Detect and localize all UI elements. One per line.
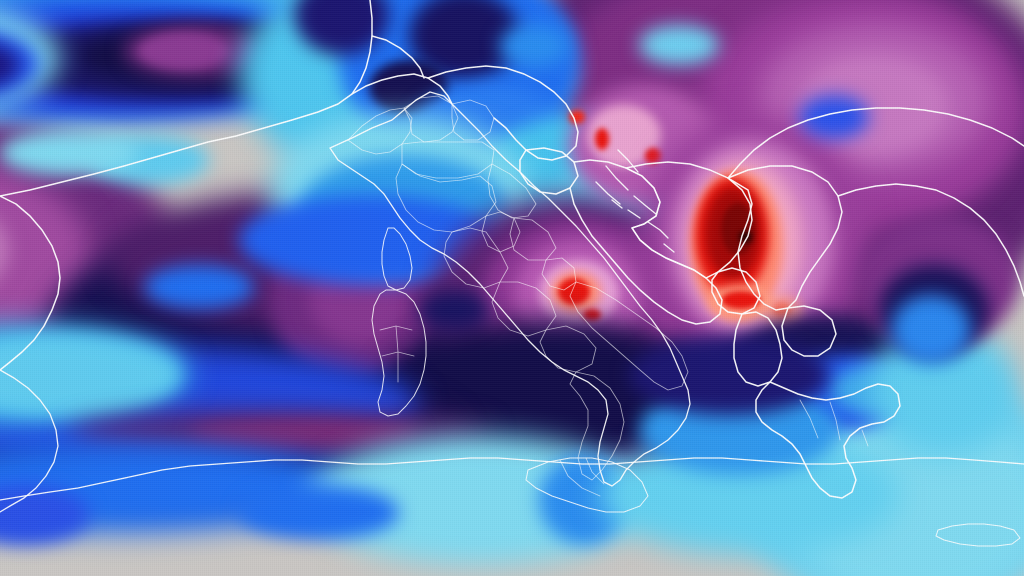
border-greece-regions — [800, 400, 868, 446]
border-north-africa-coast — [0, 458, 1024, 500]
border-region-marche — [488, 164, 536, 218]
border-greece — [756, 382, 900, 498]
border-crete — [936, 524, 1020, 546]
precip-patch-h — [238, 485, 399, 541]
border-region-basilicata — [540, 326, 596, 372]
precip-hotspot-campania-red — [557, 278, 590, 306]
border-region-calabria — [570, 372, 624, 480]
border-region-puglia — [570, 282, 688, 390]
border-romania-edge — [838, 184, 1024, 296]
precip-hotspot-dalmatia-red-c — [644, 148, 661, 165]
border-corsica-coast — [382, 228, 412, 290]
precip-patch-c — [143, 265, 254, 310]
border-region-lombardia — [404, 96, 458, 142]
border-region-veneto — [452, 100, 494, 140]
precip-band-catalonia-bright — [0, 190, 9, 311]
border-north-macedonia — [782, 306, 836, 356]
precip-patch-f — [638, 25, 719, 66]
border-region-emilia — [402, 142, 494, 178]
border-croatia — [570, 160, 722, 324]
precip-hotspot-dalmatia-red-a — [568, 110, 585, 125]
border-spain — [0, 196, 60, 370]
precip-patch-e — [798, 95, 869, 140]
border-sicily-regions — [560, 458, 604, 496]
border-dalmatian-islands — [596, 150, 674, 252]
precip-hotspot-dalmatia-red-b — [594, 128, 609, 151]
precip-band-turkey-blue — [890, 295, 971, 366]
border-austria — [428, 66, 578, 160]
border-region-toscana — [396, 164, 496, 232]
precip-band-south-purple-streak2 — [188, 420, 419, 447]
border-albania — [734, 312, 782, 386]
border-region-umbria — [482, 212, 520, 252]
border-region-molise — [542, 258, 576, 290]
border-hungary — [728, 108, 1024, 178]
border-spain-coast — [0, 370, 58, 512]
border-slovenia — [520, 148, 578, 194]
border-france — [0, 0, 372, 196]
border-region-lazio — [444, 228, 508, 288]
border-sardinia-regions — [380, 326, 414, 382]
border-switzerland — [352, 36, 452, 104]
precip-patch-g — [498, 25, 569, 68]
precip-band-north-violetcore2 — [138, 33, 229, 70]
border-sardinia-coast — [372, 290, 426, 416]
border-serbia — [728, 166, 842, 310]
precip-patch-d — [418, 290, 489, 331]
precip-core-albania-tail-red — [720, 291, 761, 310]
border-italy-coast — [330, 92, 690, 486]
border-montenegro — [712, 268, 760, 314]
precip-hotspot-campania-red2 — [582, 309, 601, 322]
precip-band-ionian-south-navy — [628, 335, 829, 416]
border-sicily-coast — [526, 458, 648, 512]
border-bosnia — [626, 162, 752, 278]
